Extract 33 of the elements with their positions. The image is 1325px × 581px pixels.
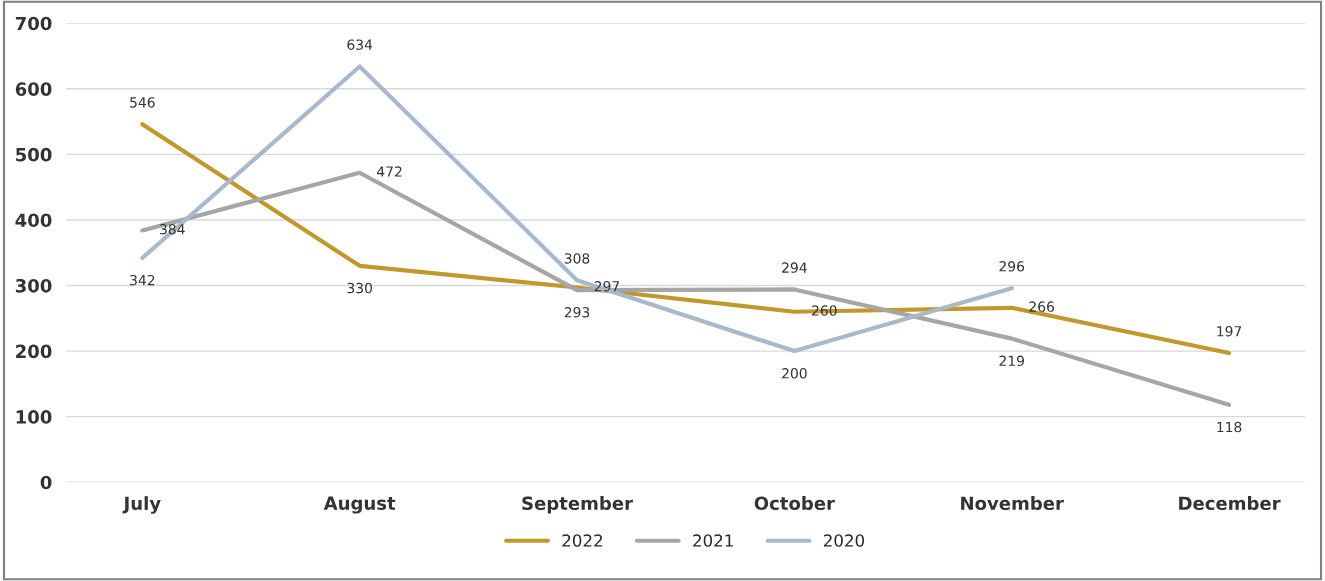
data-label: 197 bbox=[1217, 325, 1242, 337]
y-tick-label: 400 bbox=[15, 213, 52, 228]
data-label: 297 bbox=[594, 281, 619, 292]
data-label: 296 bbox=[999, 261, 1025, 272]
y-tick-label: 700 bbox=[15, 16, 52, 31]
y-tick-label: 200 bbox=[16, 344, 52, 359]
data-label: 634 bbox=[347, 39, 373, 50]
data-label: 294 bbox=[782, 262, 807, 273]
data-label: 384 bbox=[160, 223, 185, 235]
data-label: 330 bbox=[347, 282, 372, 294]
data-label: 472 bbox=[377, 166, 402, 177]
y-tick-label: 300 bbox=[15, 278, 52, 293]
data-label: 308 bbox=[564, 253, 590, 264]
data-label: 266 bbox=[1029, 301, 1055, 312]
data-label: 546 bbox=[130, 97, 155, 108]
legend-label: 2022 bbox=[562, 534, 602, 547]
data-label: 219 bbox=[999, 355, 1024, 367]
x-tick-label: October bbox=[754, 496, 835, 511]
x-tick-label: July bbox=[122, 496, 161, 514]
y-tick-label: 600 bbox=[15, 82, 52, 96]
data-label: 118 bbox=[1217, 421, 1242, 433]
data-label: 200 bbox=[782, 368, 807, 379]
y-tick-label: 100 bbox=[16, 410, 52, 424]
x-tick-label: November bbox=[961, 496, 1064, 511]
y-tick-label: 0 bbox=[40, 475, 52, 490]
data-label: 293 bbox=[564, 307, 590, 318]
x-tick-label: December bbox=[1179, 496, 1281, 511]
x-tick-label: August bbox=[323, 496, 396, 514]
legend-label: 2020 bbox=[823, 534, 865, 547]
x-tick-label: September bbox=[522, 496, 633, 514]
legend-label: 2021 bbox=[693, 534, 733, 547]
data-label: 342 bbox=[130, 274, 155, 286]
y-tick-label: 500 bbox=[16, 147, 52, 162]
